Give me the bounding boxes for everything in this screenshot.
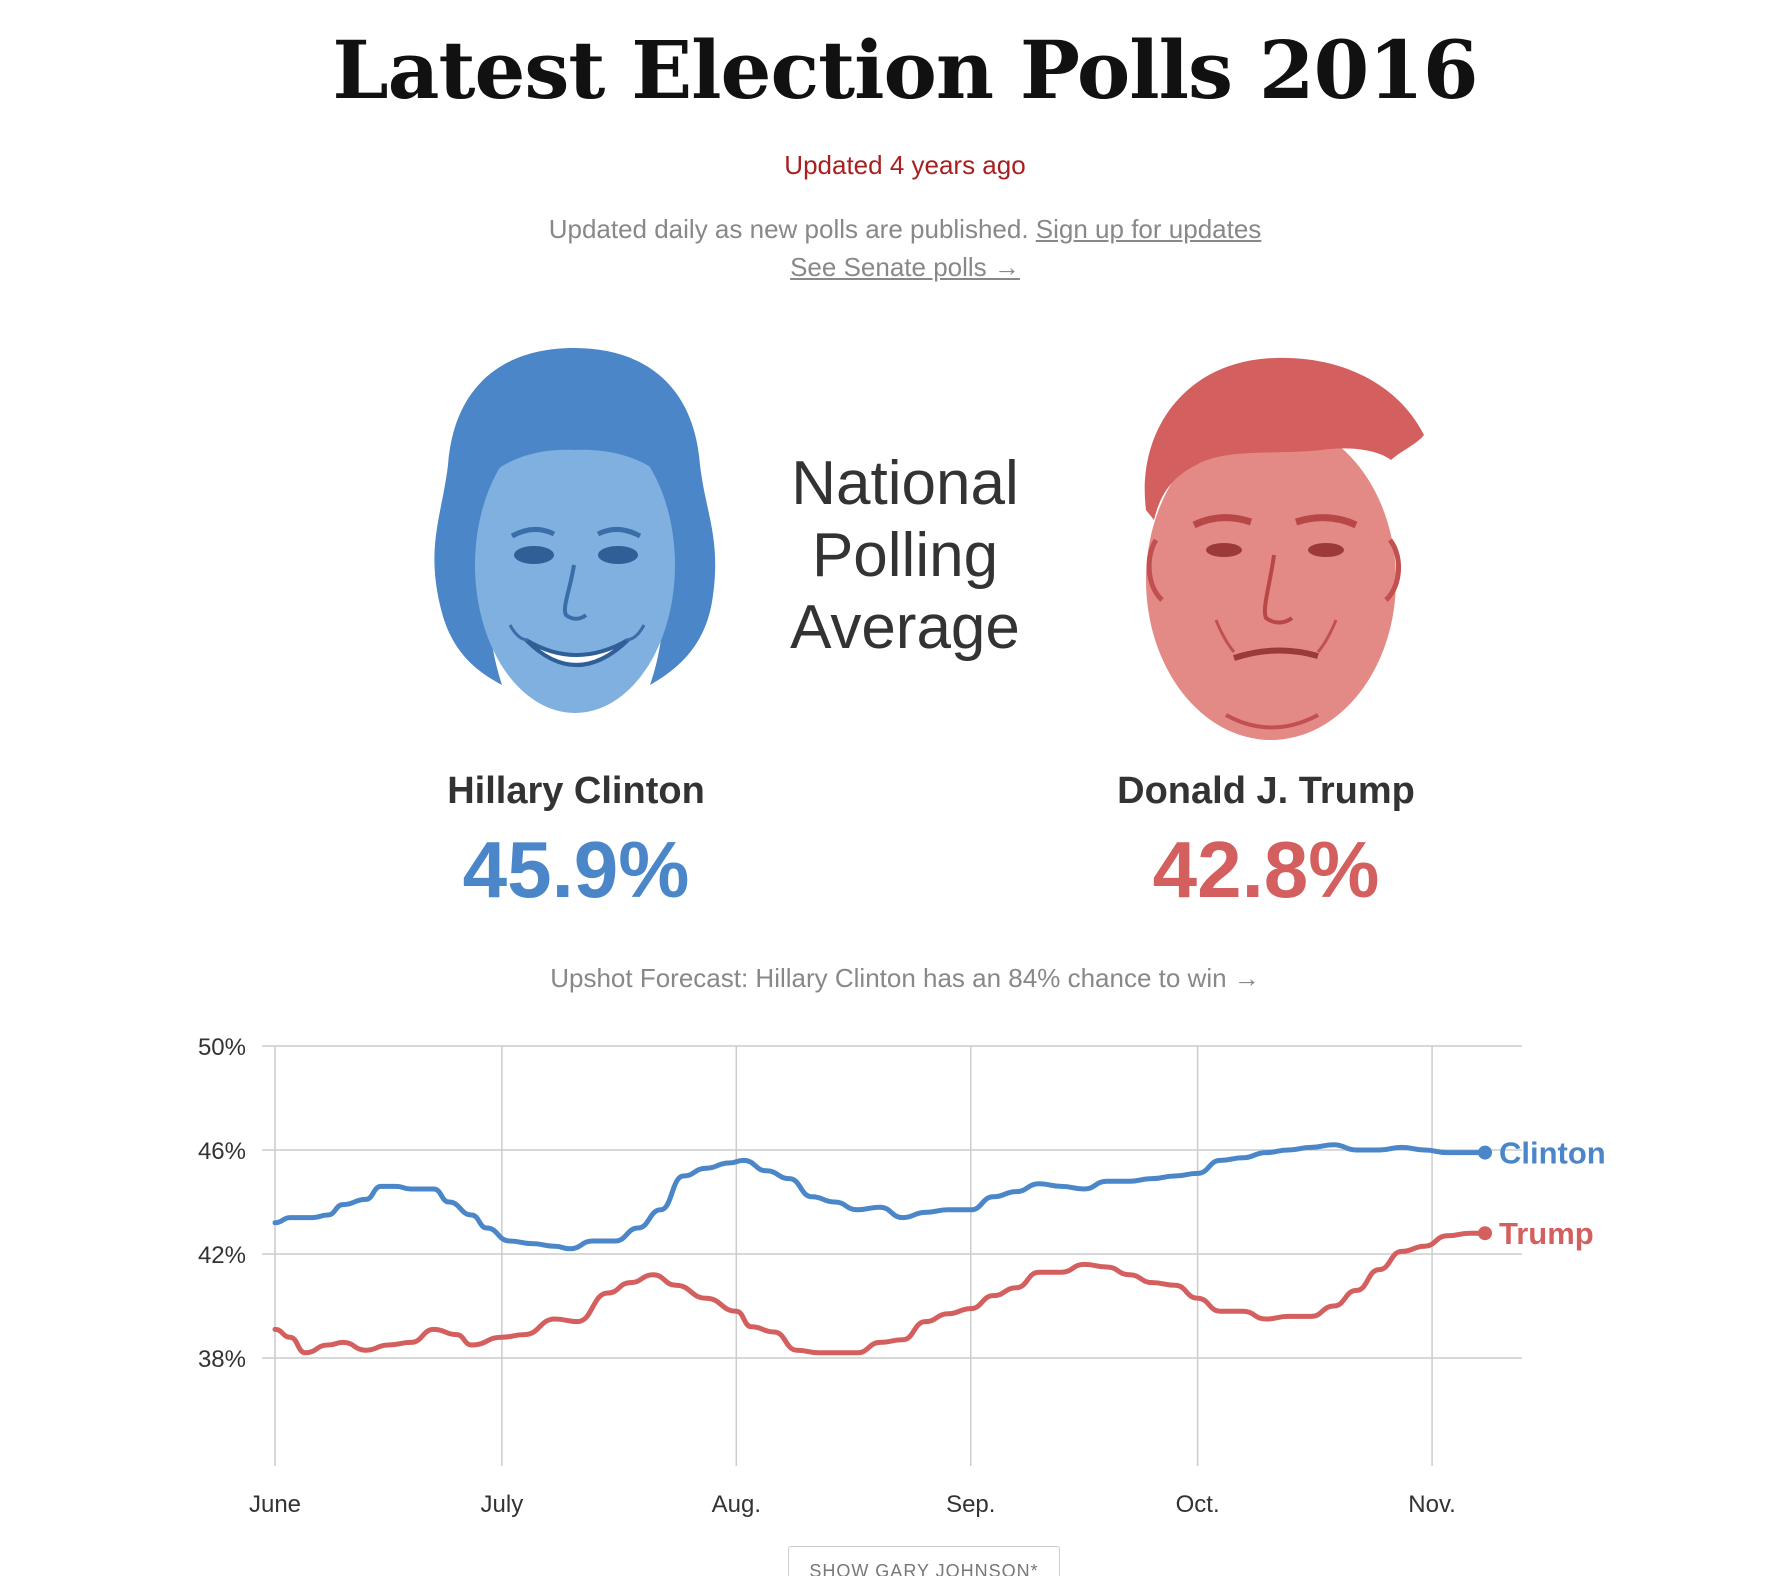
trump-end-label: Trump xyxy=(1499,1216,1594,1251)
y-tick-label: 38% xyxy=(198,1346,246,1373)
show-gary-johnson-button[interactable]: SHOW GARY JOHNSON* xyxy=(788,1546,1060,1576)
signup-link[interactable]: Sign up for updates xyxy=(1035,214,1262,244)
x-tick-label: June xyxy=(249,1491,301,1518)
x-tick-label: Aug. xyxy=(712,1491,761,1518)
x-tick-label: Oct. xyxy=(1176,1491,1220,1518)
senate-polls-link[interactable]: See Senate polls → xyxy=(790,252,1020,282)
description: Updated daily as new polls are published… xyxy=(0,210,1772,286)
clinton-headshot xyxy=(414,340,734,750)
x-tick-label: July xyxy=(481,1491,524,1518)
y-tick-label: 46% xyxy=(198,1138,246,1165)
polling-average-chart: 50% 46% 42% 38% June July Aug. Sep. Oct. Nov. Clin… xyxy=(198,1034,1606,1518)
x-tick-label: Nov. xyxy=(1408,1491,1456,1518)
heading-line-2: Polling xyxy=(811,521,999,590)
y-tick-label: 42% xyxy=(198,1242,246,1269)
trump-percent: 42.8% xyxy=(1152,825,1380,914)
trump-name: Donald J. Trump xyxy=(1117,770,1415,812)
description-text: Updated daily as new polls are published… xyxy=(548,214,1029,244)
clinton-end-point xyxy=(1478,1145,1492,1160)
upshot-forecast-link[interactable]: Upshot Forecast: Hillary Clinton has an … xyxy=(550,963,1260,993)
clinton-name: Hillary Clinton xyxy=(447,770,705,812)
trump-end-point xyxy=(1478,1226,1492,1241)
trump-headshot xyxy=(1106,340,1426,750)
clinton-series-line xyxy=(272,1142,1488,1252)
national-polling-average-heading: National Polling Average xyxy=(760,448,1050,664)
clinton-end-label: Clinton xyxy=(1499,1136,1606,1171)
heading-line-3: Average xyxy=(790,593,1020,662)
trump-series-line xyxy=(272,1230,1488,1356)
trump-headshot-graphic xyxy=(1144,357,1424,740)
heading-line-1: National xyxy=(791,449,1019,518)
clinton-headshot-graphic xyxy=(434,348,716,713)
x-tick-label: Sep. xyxy=(946,1491,995,1518)
updated-timestamp: Updated 4 years ago xyxy=(784,150,1026,180)
page-title: Latest Election Polls 2016 xyxy=(332,23,1478,117)
y-tick-label: 50% xyxy=(198,1034,246,1061)
clinton-percent: 45.9% xyxy=(462,825,690,914)
